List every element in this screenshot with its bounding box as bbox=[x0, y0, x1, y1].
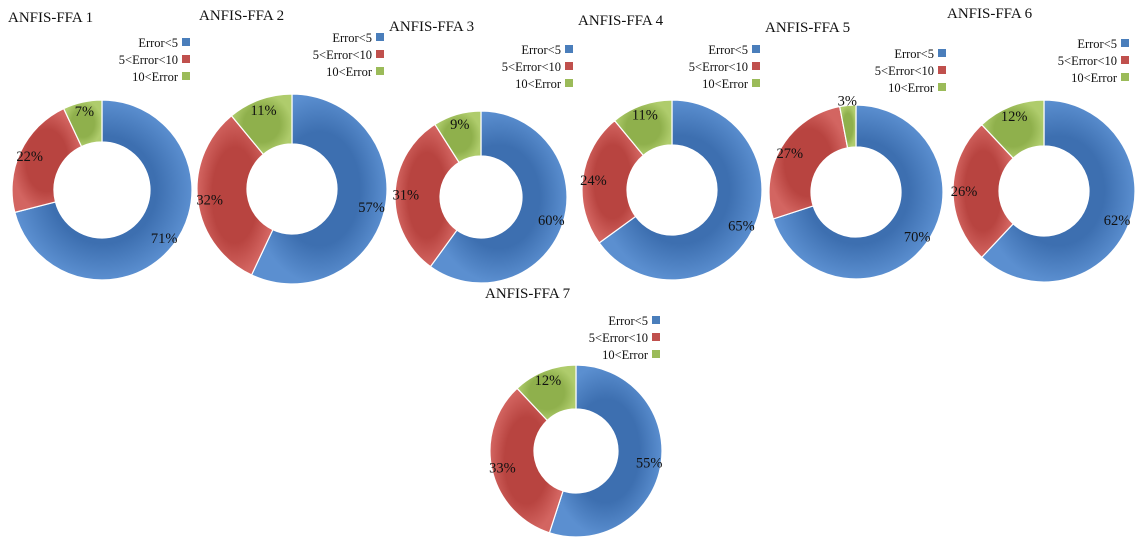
donut-slice bbox=[434, 110, 482, 164]
donut-slice bbox=[980, 99, 1045, 160]
legend-swatch bbox=[1121, 39, 1129, 47]
legend-swatch bbox=[565, 79, 573, 87]
legend-label: 5<Error<10 bbox=[1058, 54, 1117, 68]
donut-slice bbox=[980, 99, 1135, 283]
legend-swatch bbox=[565, 62, 573, 70]
legend-label: 10<Error bbox=[702, 77, 749, 91]
legend-label: 10<Error bbox=[1071, 71, 1118, 85]
data-label: 62% bbox=[1104, 213, 1131, 229]
chart-title: ANFIS-FFA 4 bbox=[578, 13, 664, 29]
chart-title: ANFIS-FFA 7 bbox=[485, 286, 571, 302]
data-label: 33% bbox=[489, 460, 516, 476]
donut-slice bbox=[772, 104, 944, 280]
donut-slice bbox=[250, 93, 388, 285]
legend-label: 5<Error<10 bbox=[313, 48, 372, 62]
donut-slice bbox=[613, 99, 673, 157]
data-label: 7% bbox=[75, 104, 94, 120]
donut-slice bbox=[581, 119, 645, 244]
chart-title: ANFIS-FFA 1 bbox=[8, 10, 93, 26]
donut-slice bbox=[952, 123, 1015, 259]
legend-label: Error<5 bbox=[521, 43, 561, 57]
legend-label: 5<Error<10 bbox=[689, 60, 748, 74]
legend-swatch bbox=[652, 316, 660, 324]
legend-label: 5<Error<10 bbox=[875, 64, 934, 78]
legend-label: 5<Error<10 bbox=[502, 60, 561, 74]
data-label: 32% bbox=[196, 192, 223, 208]
chart-title: ANFIS-FFA 2 bbox=[199, 8, 284, 24]
legend-label: 5<Error<10 bbox=[589, 331, 648, 345]
legend-swatch bbox=[752, 79, 760, 87]
legend-swatch bbox=[376, 33, 384, 41]
donut-slice bbox=[429, 110, 568, 284]
data-label: 26% bbox=[951, 184, 978, 200]
chart-title: ANFIS-FFA 3 bbox=[389, 19, 474, 35]
donut-slice bbox=[196, 114, 274, 276]
donut-slice bbox=[62, 99, 103, 148]
donut-chart-7: ANFIS-FFA 7 Error<5 5<Error<10 10<Error 55% 3… bbox=[485, 286, 663, 538]
data-label: 11% bbox=[632, 108, 658, 124]
legend-label: Error<5 bbox=[894, 47, 934, 61]
donut-slice bbox=[768, 105, 849, 220]
legend-swatch bbox=[376, 50, 384, 58]
legend-label: Error<5 bbox=[138, 36, 178, 50]
donut-slice bbox=[14, 99, 193, 281]
legend-swatch bbox=[376, 67, 384, 75]
donut-slice bbox=[838, 104, 857, 149]
data-label: 12% bbox=[1001, 109, 1028, 125]
legend-label: 5<Error<10 bbox=[119, 53, 178, 67]
donut-chart-2: ANFIS-FFA 2 Error<5 5<Error<10 10<Error 57% 3… bbox=[196, 8, 388, 285]
legend-swatch bbox=[752, 45, 760, 53]
data-label: 12% bbox=[535, 373, 562, 389]
legend-swatch bbox=[565, 45, 573, 53]
donut-slice bbox=[230, 93, 293, 156]
legend-label: 10<Error bbox=[888, 81, 935, 95]
data-label: 55% bbox=[636, 456, 663, 472]
data-label: 71% bbox=[151, 231, 178, 247]
legend-swatch bbox=[752, 62, 760, 70]
legend-label: Error<5 bbox=[1077, 37, 1117, 51]
donut-slice bbox=[489, 387, 564, 534]
legend-swatch bbox=[182, 38, 190, 46]
donut-chart-6: ANFIS-FFA 6 Error<5 5<Error<10 10<Error 62% 2… bbox=[947, 6, 1135, 283]
legend-label: 10<Error bbox=[515, 77, 562, 91]
donut-chart-1: ANFIS-FFA 1 Error<5 5<Error<10 10<Error 71% 2… bbox=[8, 10, 193, 281]
donut-chart-4: ANFIS-FFA 4 Error<5 5<Error<10 10<Error 65% 2… bbox=[578, 13, 763, 281]
legend-label: 10<Error bbox=[602, 348, 649, 362]
data-label: 70% bbox=[904, 229, 931, 245]
data-label: 31% bbox=[393, 188, 420, 204]
data-label: 60% bbox=[538, 213, 565, 229]
donut-slice bbox=[394, 123, 460, 268]
legend-label: Error<5 bbox=[708, 43, 748, 57]
donut-chart-5: ANFIS-FFA 5 Error<5 5<Error<10 10<Error 70% 2… bbox=[765, 20, 946, 280]
legend-swatch bbox=[182, 55, 190, 63]
data-label: 11% bbox=[251, 103, 277, 119]
legend-swatch bbox=[652, 350, 660, 358]
legend-label: Error<5 bbox=[608, 314, 648, 328]
data-label: 24% bbox=[580, 173, 607, 189]
data-label: 22% bbox=[16, 149, 43, 165]
data-label: 3% bbox=[838, 93, 857, 109]
donut-slice bbox=[548, 364, 663, 538]
legend-swatch bbox=[938, 83, 946, 91]
donut-slice bbox=[598, 99, 763, 281]
chart-title: ANFIS-FFA 5 bbox=[765, 20, 850, 36]
legend-swatch bbox=[182, 72, 190, 80]
legend-swatch bbox=[652, 333, 660, 341]
legend-swatch bbox=[938, 66, 946, 74]
donut-slice bbox=[516, 364, 577, 422]
legend-swatch bbox=[1121, 73, 1129, 81]
legend-swatch bbox=[1121, 56, 1129, 64]
data-label: 65% bbox=[728, 218, 755, 234]
legend-label: 10<Error bbox=[326, 65, 373, 79]
chart-title: ANFIS-FFA 6 bbox=[947, 6, 1033, 22]
data-label: 9% bbox=[450, 117, 469, 133]
data-label: 57% bbox=[358, 200, 385, 216]
donut-chart-3: ANFIS-FFA 3 Error<5 5<Error<10 10<Error 60% 3… bbox=[389, 19, 573, 284]
legend-label: Error<5 bbox=[332, 31, 372, 45]
legend-label: 10<Error bbox=[132, 70, 179, 84]
data-label: 27% bbox=[776, 146, 803, 162]
legend-swatch bbox=[938, 49, 946, 57]
